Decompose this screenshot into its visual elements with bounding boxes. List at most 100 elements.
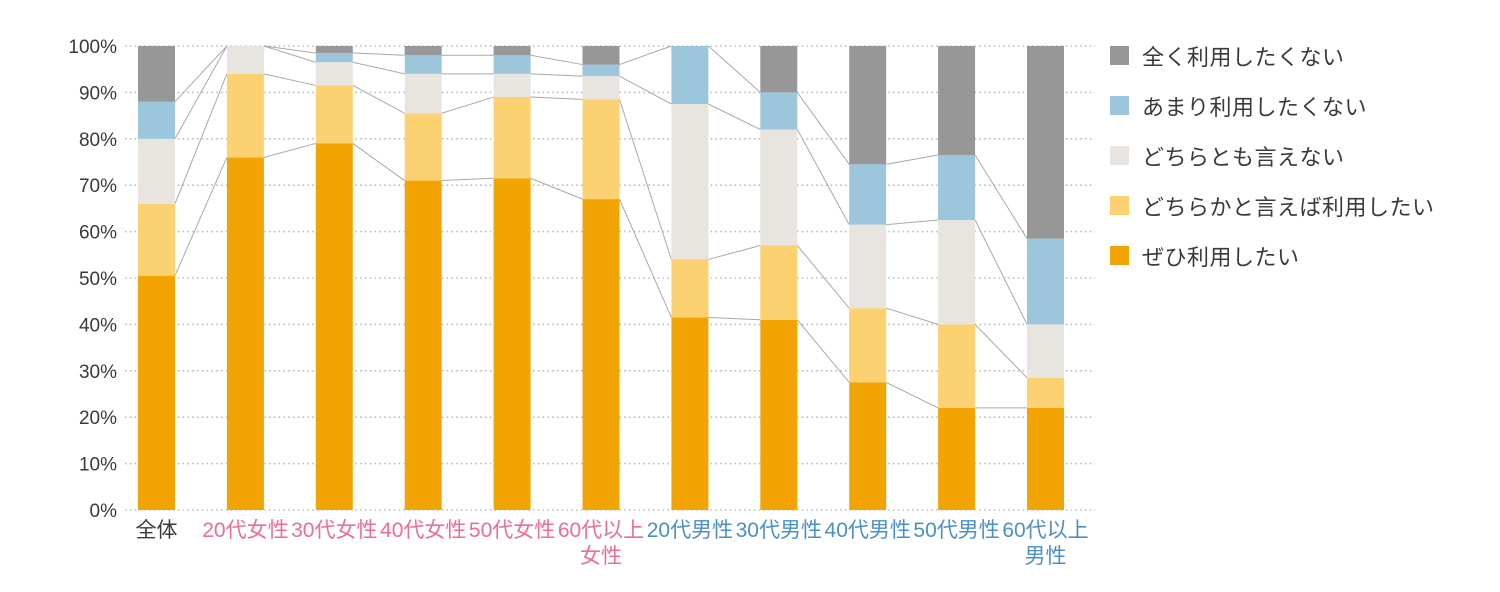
connector-line [263, 73, 316, 86]
bar-segment [138, 46, 175, 102]
y-axis-tick-label: 100% [68, 37, 117, 58]
legend-item: あまり利用したくない [1110, 94, 1435, 120]
bar-segment [671, 104, 709, 260]
connector-line [619, 198, 672, 318]
bar-segment [315, 46, 353, 53]
legend-label: どちらかと言えば利用したい [1142, 194, 1435, 220]
connector-line [619, 75, 672, 105]
legend-swatch-icon [1110, 46, 1129, 65]
connector-line [796, 92, 850, 165]
connector-line [174, 157, 228, 276]
connector-line [974, 154, 1028, 239]
connector-line [530, 73, 583, 77]
y-axis-tick-label: 30% [79, 362, 117, 383]
legend-swatch-icon [1110, 146, 1129, 165]
x-axis-category-label: 30代男性 [736, 519, 822, 542]
connector-line [352, 84, 405, 114]
y-axis-tick-label: 70% [79, 176, 117, 197]
bar-segment [938, 220, 976, 325]
legend-swatch-icon [1110, 96, 1129, 115]
connector-line [263, 142, 316, 158]
connector-line [708, 316, 761, 321]
bar-segment [760, 245, 798, 320]
legend-item: どちらとも言えない [1110, 144, 1435, 170]
y-axis-tick-label: 10% [79, 455, 117, 476]
bar-segment [226, 73, 264, 158]
connector-line [530, 54, 583, 66]
connector-line [708, 103, 761, 130]
connector-line [708, 45, 761, 93]
connector-line [886, 219, 939, 226]
connector-line [974, 219, 1028, 325]
connector-line [530, 177, 583, 200]
y-axis-tick-label: 40% [79, 315, 117, 336]
bar-segment [315, 85, 353, 144]
legend: 全く利用したくない あまり利用したくない どちらとも言えない どちらかと言えば利… [1110, 44, 1435, 270]
bar-segment [849, 46, 887, 165]
connector-line [708, 245, 761, 260]
bar-segment [760, 46, 798, 93]
bar-segment [1027, 238, 1064, 325]
legend-label: ぜひ利用したい [1142, 244, 1300, 270]
x-axis-category-label: 50代男性 [913, 519, 999, 542]
bar-segment [1027, 46, 1064, 239]
bar-segment [138, 275, 175, 510]
bar-segment [938, 155, 976, 220]
y-axis-tick-label: 50% [79, 269, 117, 290]
connector-line [796, 319, 850, 383]
bar-segment [315, 143, 353, 510]
x-axis-category-label: 40代女性 [380, 519, 466, 542]
connector-line [263, 45, 316, 54]
y-axis-tick-label: 80% [79, 130, 117, 151]
x-axis-category-label: 60代以上女性 [558, 519, 644, 568]
bar-segment [138, 203, 175, 276]
legend-item: ぜひ利用したい [1110, 244, 1435, 270]
bar-segment [404, 113, 442, 181]
bar-segment [493, 73, 531, 98]
bar-segment [138, 138, 175, 204]
bar-segment [849, 308, 887, 383]
x-axis-category-label: 全体 [136, 519, 178, 542]
legend-swatch-icon [1110, 196, 1129, 215]
connector-line [174, 45, 228, 140]
bar-segment [315, 62, 353, 86]
legend-label: どちらとも言えない [1142, 144, 1345, 170]
connector-line [619, 99, 672, 260]
bar-segment [315, 52, 353, 63]
connector-line [352, 143, 405, 181]
y-axis-tick-label: 0% [90, 501, 118, 522]
bar-segment [404, 180, 442, 510]
bar-segment [493, 178, 531, 511]
connector-line [263, 45, 316, 63]
connector-line [174, 73, 228, 204]
legend-item: どちらかと言えば利用したい [1110, 194, 1435, 220]
bar-segment [1027, 377, 1064, 408]
bar-segment [138, 101, 175, 139]
bar-segment [582, 99, 620, 200]
legend-label: あまり利用したくない [1142, 94, 1368, 120]
connector-line [796, 245, 850, 309]
bar-segment [938, 407, 976, 510]
bar-segment [493, 55, 531, 74]
bar-segment [582, 64, 620, 77]
bar-segment [849, 382, 887, 510]
connector-line [441, 96, 494, 114]
bar-segment [1027, 407, 1064, 510]
bar-segment [493, 97, 531, 179]
bar-segment [404, 55, 442, 74]
bar-segment [671, 317, 709, 510]
x-axis-category-label: 20代男性 [647, 519, 733, 542]
x-axis-category-label: 50代女性 [469, 519, 555, 542]
bar-segment [760, 129, 798, 246]
legend-item: 全く利用したくない [1110, 44, 1435, 70]
connector-line [886, 154, 939, 165]
bar-segment [671, 259, 709, 318]
bar-segment [226, 157, 264, 511]
bar-segment [493, 46, 531, 56]
bar-segment [582, 46, 620, 65]
bar-segment [760, 319, 798, 510]
bar-segment [760, 92, 798, 130]
y-axis-tick-label: 60% [79, 223, 117, 244]
